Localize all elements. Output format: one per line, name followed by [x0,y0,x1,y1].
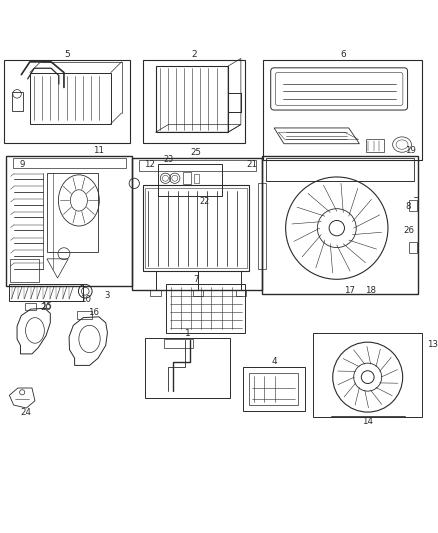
Text: 12: 12 [144,160,155,168]
Bar [138,160,256,171]
Text: 16: 16 [88,308,99,317]
Bar [145,188,247,268]
Bar [7,156,132,286]
Bar [12,92,23,111]
Bar [264,60,422,160]
Text: 14: 14 [362,417,373,426]
Text: 10: 10 [80,295,91,304]
Bar [258,183,265,269]
Text: 5: 5 [64,50,70,59]
Text: 4: 4 [271,357,277,366]
Text: 26: 26 [403,226,414,235]
Bar [236,289,246,296]
Text: 15: 15 [41,302,52,311]
Text: 22: 22 [200,197,210,206]
Bar [145,338,230,398]
Text: 6: 6 [340,50,346,59]
Bar [155,66,228,132]
Bar [184,172,191,184]
Bar [262,156,418,294]
Text: 13: 13 [427,340,438,349]
Bar [164,339,193,348]
Text: 23: 23 [163,156,173,164]
Text: 1: 1 [185,328,191,337]
Text: 24: 24 [20,408,31,417]
Bar [249,373,298,405]
Bar [47,173,98,252]
Bar [13,158,126,168]
Bar [366,140,384,152]
Bar [143,185,249,271]
Text: 2: 2 [191,50,197,59]
Bar [143,60,245,143]
Bar [193,289,203,296]
Bar [409,242,417,253]
Text: 3: 3 [105,291,110,300]
Bar [30,72,111,124]
Bar [313,334,422,417]
Bar [409,200,417,211]
Text: 18: 18 [365,286,376,295]
Bar [243,367,305,411]
Text: 11: 11 [92,146,103,155]
Bar [4,60,130,143]
Text: 17: 17 [344,286,355,295]
Bar [266,158,413,181]
Text: 8: 8 [406,203,411,212]
Bar [166,284,245,333]
Text: 19: 19 [405,146,416,155]
Bar [151,289,161,296]
Bar [10,259,39,282]
Bar [158,164,222,196]
Text: 20: 20 [41,303,52,311]
Bar [194,174,199,182]
Bar [132,158,262,290]
Text: 25: 25 [191,148,201,157]
Text: 9: 9 [19,160,25,168]
Text: 21: 21 [246,160,257,168]
Text: 7: 7 [193,275,199,284]
Bar [8,285,83,301]
